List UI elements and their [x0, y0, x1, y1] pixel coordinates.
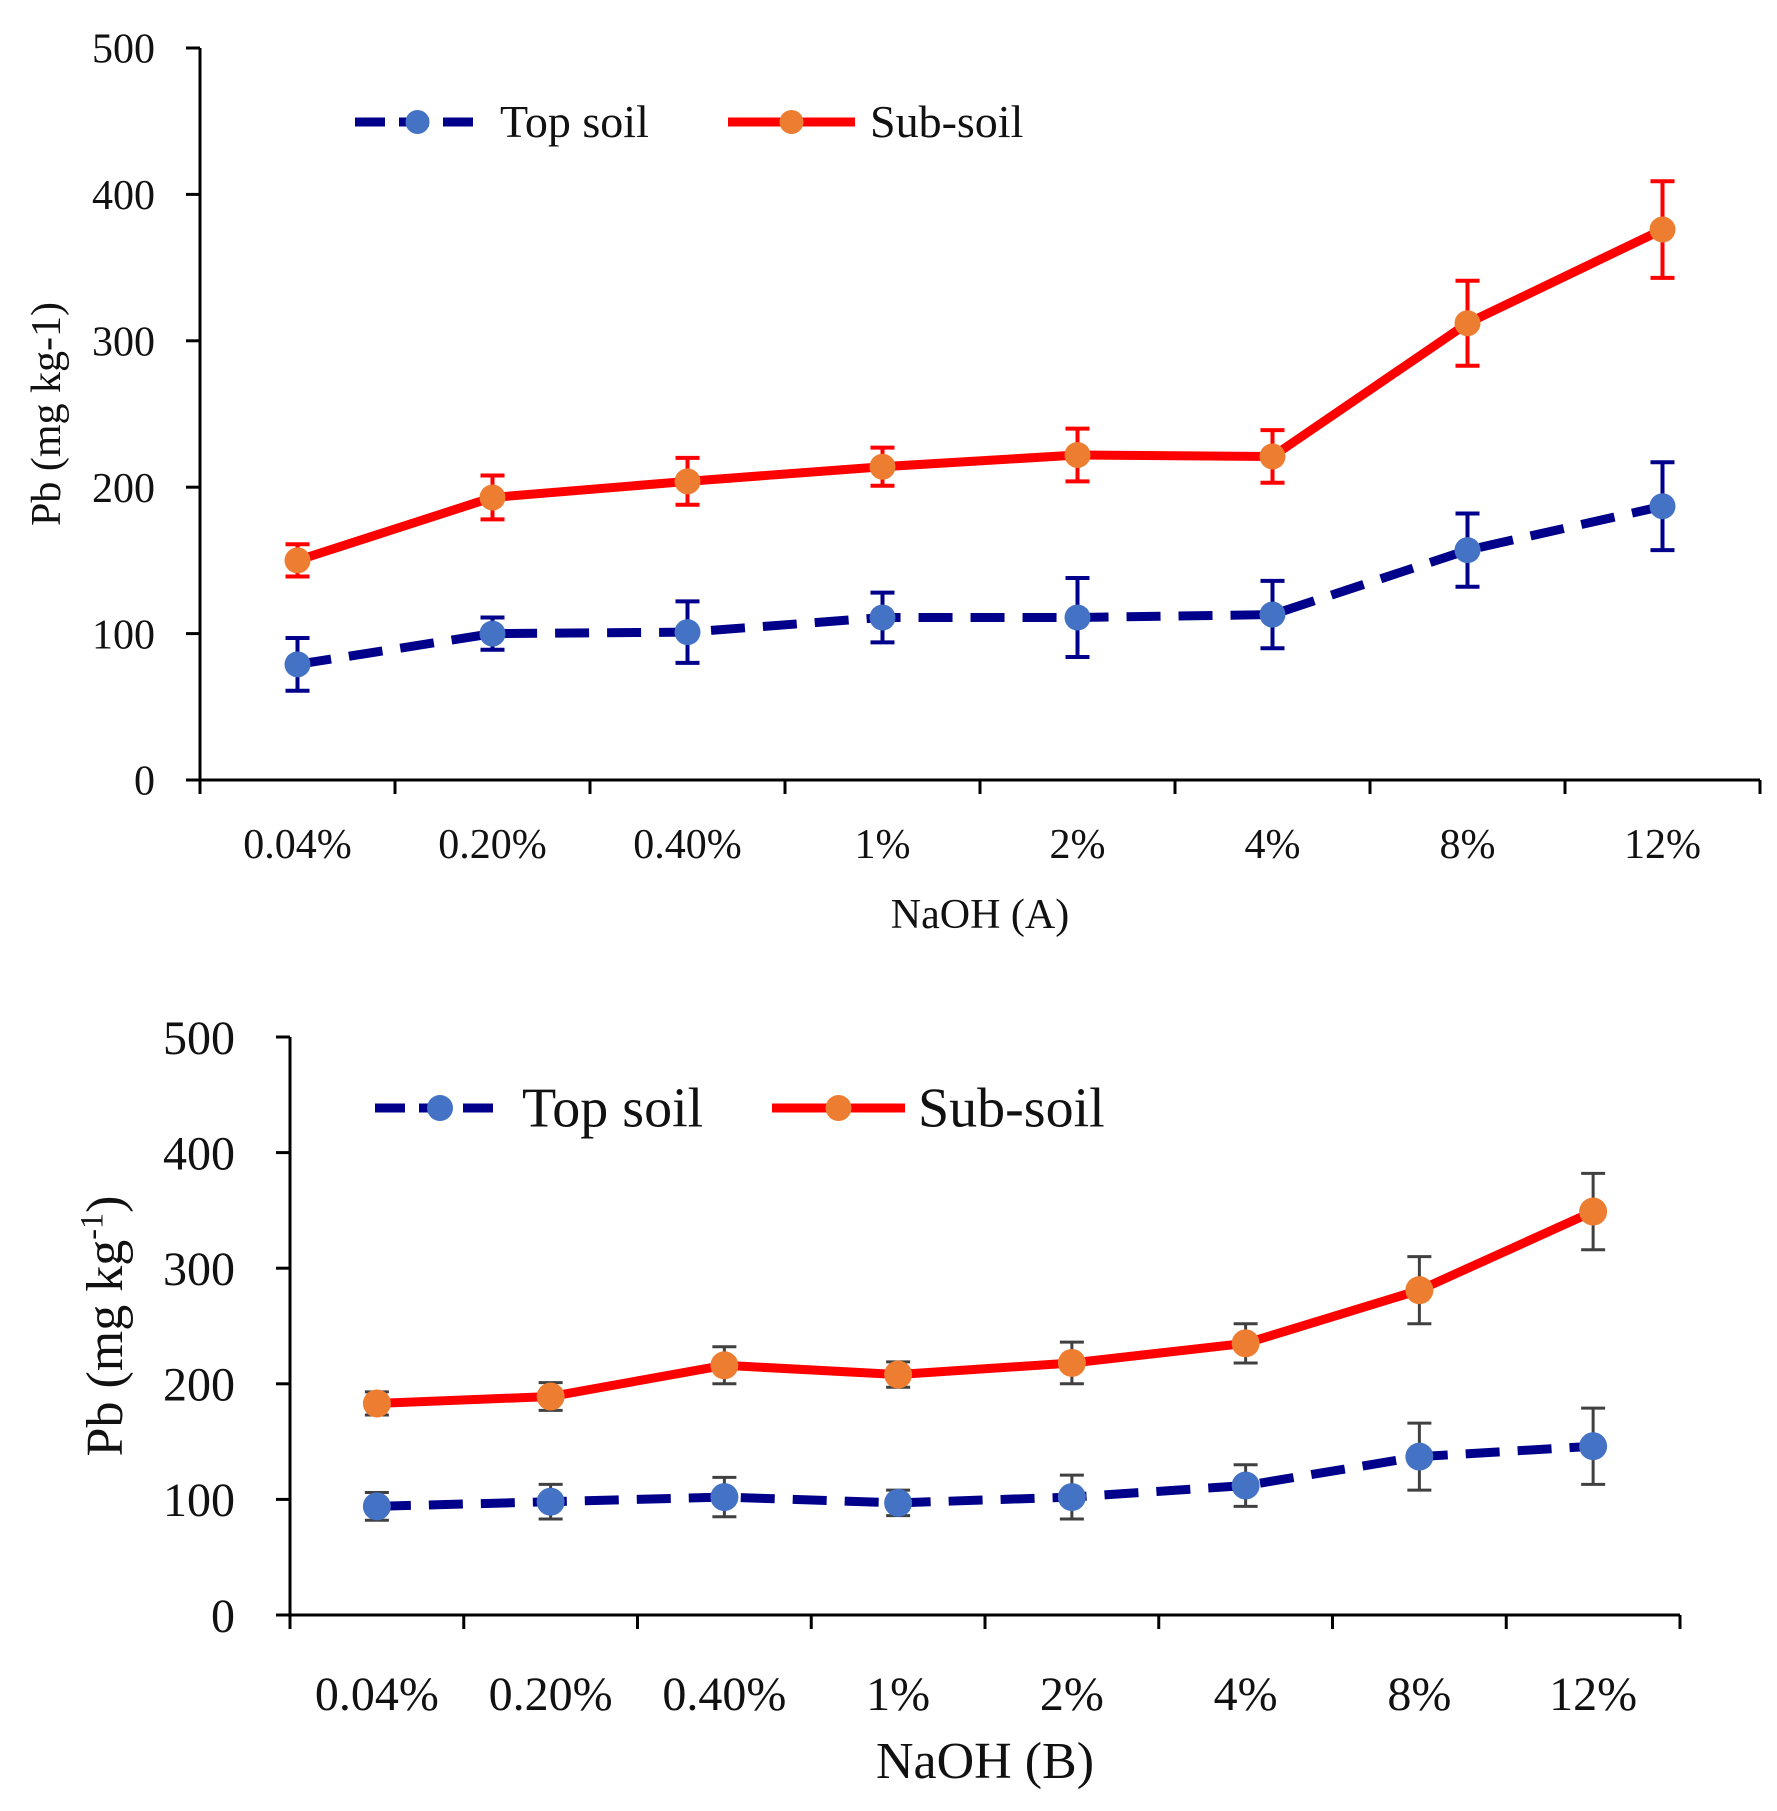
data-point — [710, 1351, 739, 1380]
x-tick-label: 4% — [1214, 1668, 1278, 1721]
series-2 — [284, 179, 1676, 579]
x-tick-label: 0.40% — [633, 822, 742, 868]
series-line — [376, 1207, 1595, 1408]
legend-label: Sub-soil — [870, 96, 1023, 147]
y-tick-label: 500 — [92, 27, 155, 73]
legend-label: Top soil — [500, 96, 649, 147]
y-tick-label: 0 — [211, 1590, 235, 1643]
legend-label: Top soil — [522, 1077, 703, 1139]
legend-item-1: Top soil — [375, 1077, 703, 1139]
data-point — [884, 1360, 913, 1389]
y-tick-label: 200 — [163, 1359, 235, 1412]
data-point — [1231, 1329, 1260, 1358]
data-point — [1405, 1276, 1434, 1305]
data-point — [479, 620, 506, 647]
data-point — [362, 1389, 391, 1418]
series-line — [296, 501, 1664, 669]
x-axis-title: NaOH (A) — [891, 892, 1069, 938]
legend-item-1: Top soil — [355, 96, 649, 147]
data-point — [1454, 537, 1481, 564]
y-axis-title: Pb (mg kg-1) — [24, 302, 70, 526]
data-point — [479, 484, 506, 511]
x-tick-label: 0.20% — [489, 1668, 613, 1721]
x-tick-label: 8% — [1387, 1668, 1451, 1721]
x-tick-label: 8% — [1440, 822, 1496, 868]
data-point — [536, 1487, 565, 1516]
data-point — [1579, 1432, 1608, 1461]
data-point — [536, 1382, 565, 1411]
y-axis-title-superscript: -1 — [73, 1213, 109, 1240]
data-point — [1454, 310, 1481, 337]
y-axis-title-end: ) — [77, 1196, 134, 1213]
series-line — [296, 225, 1665, 565]
series-1 — [362, 1406, 1608, 1522]
series-2 — [362, 1171, 1608, 1418]
data-point — [869, 604, 896, 631]
data-point — [1649, 216, 1676, 243]
data-point — [869, 453, 896, 480]
y-axis-title: Pb (mg kg-1) — [73, 1196, 134, 1457]
x-tick-label: 12% — [1624, 822, 1701, 868]
x-tick-label: 0.20% — [438, 822, 547, 868]
x-axis-title: NaOH (B) — [876, 1733, 1094, 1790]
series-line — [376, 1441, 1594, 1511]
y-tick-label: 300 — [92, 320, 155, 366]
data-point — [1064, 604, 1091, 631]
y-tick-label: 100 — [92, 612, 155, 658]
x-tick-label: 2% — [1050, 822, 1106, 868]
data-point — [1057, 1483, 1086, 1512]
data-point — [1259, 443, 1286, 470]
data-point — [674, 619, 701, 646]
x-tick-label: 0.04% — [243, 822, 352, 868]
data-point — [710, 1483, 739, 1512]
data-point — [284, 651, 311, 678]
x-tick-label: 1% — [855, 822, 911, 868]
y-tick-label: 200 — [92, 466, 155, 512]
y-tick-label: 400 — [92, 173, 155, 219]
legend-label: Sub-soil — [918, 1077, 1105, 1139]
y-tick-label: 300 — [163, 1243, 235, 1296]
y-tick-label: 100 — [163, 1474, 235, 1527]
y-tick-label: 400 — [163, 1127, 235, 1180]
x-tick-label: 0.04% — [315, 1668, 439, 1721]
legend-marker — [825, 1095, 852, 1121]
chart-1: 0 100 200 300 400 500 0.04% 0.20% 0.40% 1% 2% 4% 8% 1… — [24, 27, 1762, 938]
legend-item-2: Sub-soil — [772, 1077, 1105, 1139]
data-point — [674, 468, 701, 495]
y-tick-label: 0 — [134, 759, 155, 805]
data-point — [884, 1488, 913, 1517]
legend-marker — [779, 110, 804, 134]
x-tick-label: 2% — [1040, 1668, 1104, 1721]
legend-item-2: Sub-soil — [728, 96, 1023, 147]
series-1 — [284, 460, 1676, 693]
legend-marker — [427, 1095, 453, 1121]
x-tick-label: 0.40% — [662, 1668, 786, 1721]
data-point — [1231, 1471, 1260, 1500]
data-point — [1405, 1442, 1434, 1471]
x-tick-label: 12% — [1549, 1668, 1637, 1721]
data-point — [362, 1492, 391, 1521]
x-tick-label: 4% — [1245, 822, 1301, 868]
data-point — [1579, 1197, 1608, 1226]
data-point — [1064, 441, 1091, 468]
x-tick-label: 1% — [866, 1668, 930, 1721]
data-point — [1259, 601, 1286, 628]
y-axis-title-main: Pb (mg kg — [77, 1240, 134, 1457]
data-point — [1057, 1348, 1086, 1377]
data-point — [284, 547, 311, 574]
chart-2: 0 100 200 300 400 500 0.04% 0.20% 0.40% 1% 2% 4% 8% 1… — [73, 1012, 1682, 1790]
data-point — [1649, 493, 1676, 520]
y-tick-label: 500 — [163, 1012, 235, 1065]
legend-marker — [405, 110, 430, 134]
